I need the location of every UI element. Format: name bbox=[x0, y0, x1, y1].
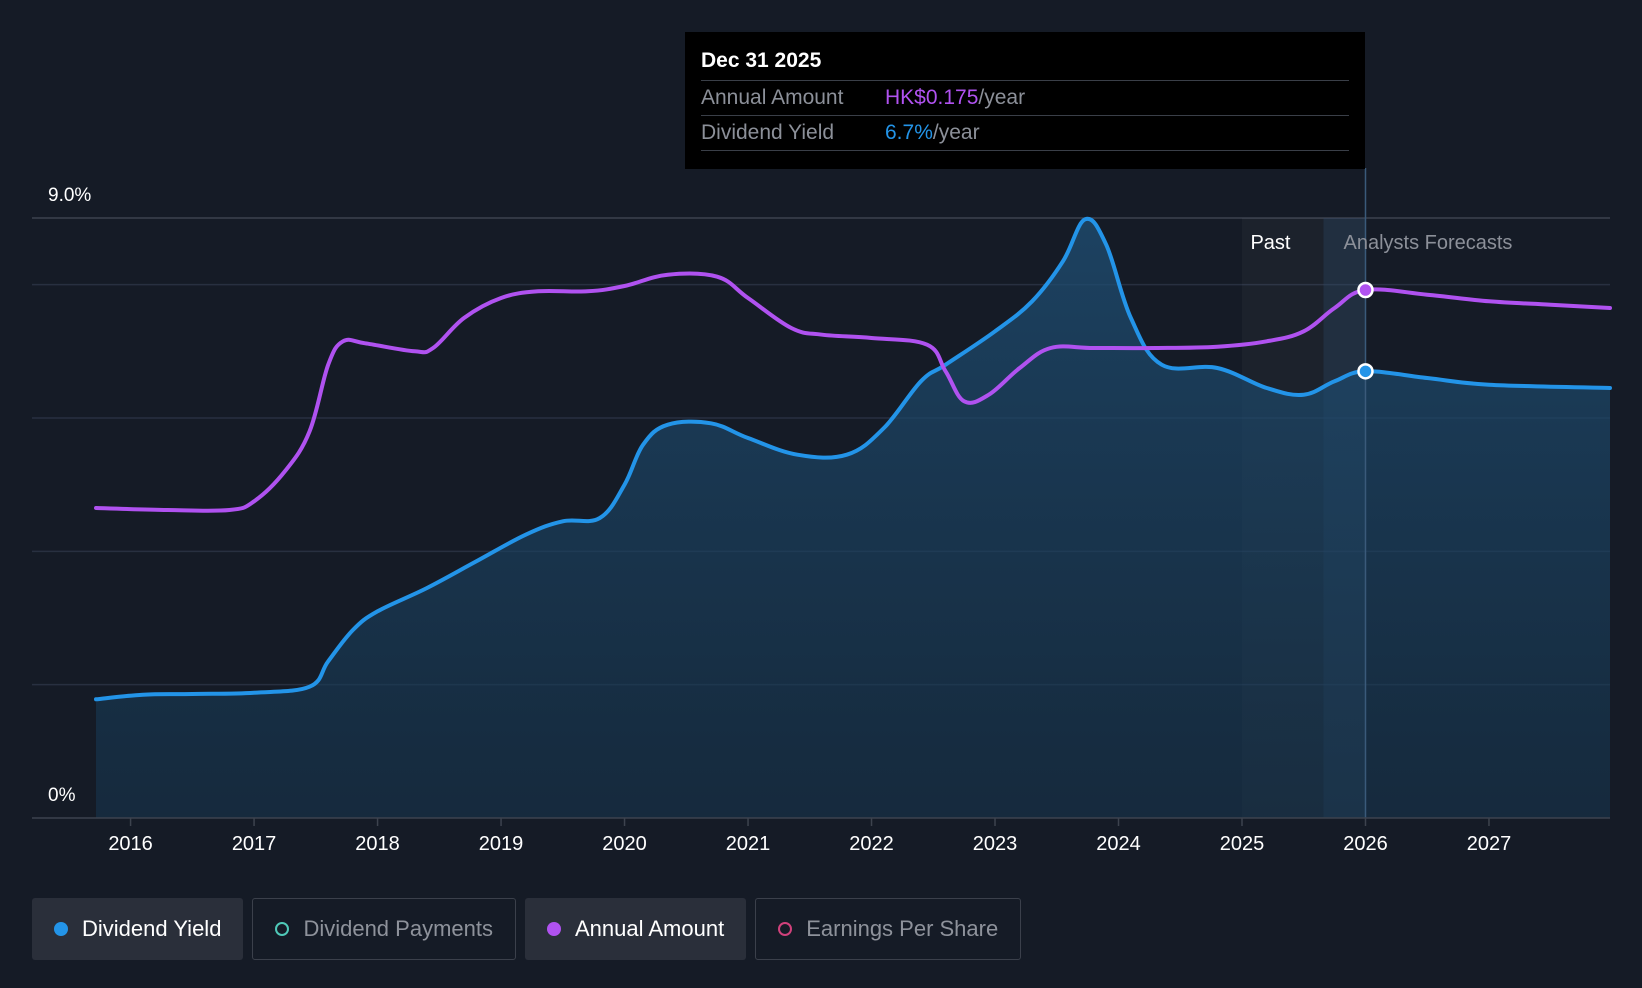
x-tick-label: 2016 bbox=[108, 833, 153, 855]
legend-earnings-per-share[interactable]: Earnings Per Share bbox=[755, 898, 1022, 960]
tooltip-yield-value: 6.7% bbox=[885, 121, 933, 144]
x-tick-label: 2022 bbox=[849, 833, 894, 855]
x-tick-label: 2023 bbox=[973, 833, 1018, 855]
x-tick-label: 2021 bbox=[726, 833, 771, 855]
legend-ring-icon bbox=[275, 922, 290, 936]
x-tick-label: 2018 bbox=[355, 833, 400, 855]
x-tick-label: 2017 bbox=[232, 833, 277, 855]
dividend-yield-area bbox=[96, 218, 1610, 818]
legend-label: Dividend Yield bbox=[82, 916, 222, 941]
legend-label: Dividend Payments bbox=[303, 916, 493, 941]
legend: Dividend Yield Dividend Payments Annual … bbox=[32, 898, 1022, 960]
x-tick-label: 2025 bbox=[1220, 833, 1265, 855]
tooltip: Dec 31 2025 Annual Amount HK$0.175 /year… bbox=[685, 32, 1365, 169]
y-axis-max-label: 9.0% bbox=[48, 185, 91, 206]
dividend-yield-marker[interactable] bbox=[1357, 363, 1374, 380]
x-tick-label: 2020 bbox=[602, 833, 647, 855]
legend-dividend-payments[interactable]: Dividend Payments bbox=[252, 898, 516, 960]
x-tick-label: 2027 bbox=[1467, 833, 1512, 855]
analysts-forecasts-label: Analysts Forecasts bbox=[1343, 232, 1512, 254]
legend-annual-amount[interactable]: Annual Amount bbox=[524, 898, 747, 960]
x-tick-label: 2024 bbox=[1096, 833, 1141, 855]
y-axis-min-label: 0% bbox=[48, 785, 76, 806]
x-axis-ticks: 2016 2017 2018 2019 2020 2021 2022 2023 2024 2025… bbox=[108, 818, 1511, 855]
tooltip-amount-label: Annual Amount bbox=[701, 86, 844, 109]
legend-dividend-yield[interactable]: Dividend Yield bbox=[32, 898, 244, 960]
legend-ring-icon bbox=[778, 922, 793, 936]
legend-dot-icon bbox=[54, 922, 68, 936]
legend-label: Annual Amount bbox=[574, 916, 725, 941]
legend-label: Earnings Per Share bbox=[806, 916, 999, 941]
x-tick-label: 2026 bbox=[1343, 833, 1388, 855]
annual-amount-marker[interactable] bbox=[1357, 281, 1374, 299]
legend-dot-icon bbox=[546, 922, 561, 936]
tooltip-amount-row: Annual Amount HK$0.175 /year bbox=[701, 81, 1349, 116]
annual-amount-line[interactable] bbox=[94, 271, 1612, 513]
tooltip-amount-unit: /year bbox=[978, 86, 1026, 109]
tooltip-yield-row: Dividend Yield 6.7% /year bbox=[701, 116, 1349, 151]
tooltip-amount-value: HK$0.175 bbox=[885, 86, 979, 109]
tooltip-date: Dec 31 2025 bbox=[701, 46, 1349, 81]
x-tick-label: 2019 bbox=[479, 833, 524, 855]
past-label: Past bbox=[1250, 232, 1290, 254]
dividend-yield-line[interactable] bbox=[94, 216, 1612, 702]
tooltip-yield-unit: /year bbox=[932, 121, 980, 144]
tooltip-yield-label: Dividend Yield bbox=[701, 121, 835, 144]
